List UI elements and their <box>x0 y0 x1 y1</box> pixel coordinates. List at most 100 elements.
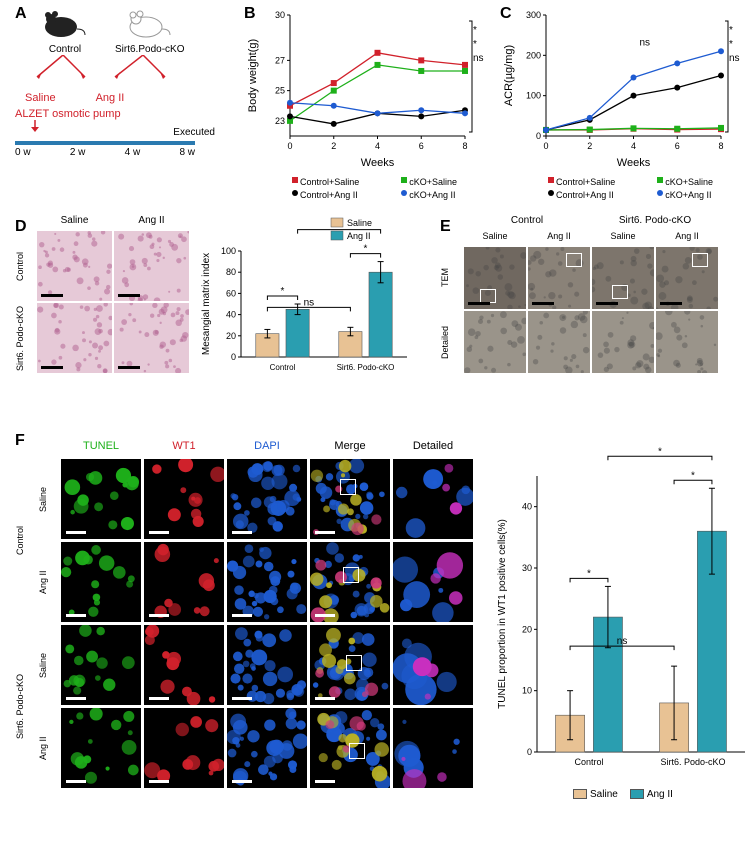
chart-c-svg: 010020030002468ACR(µg/mg)Weeks**nsns <box>500 5 745 170</box>
svg-text:20: 20 <box>522 624 532 634</box>
svg-text:Sirt6. Podo-cKO: Sirt6. Podo-cKO <box>337 363 395 372</box>
e-row-detailed: Detailed <box>440 311 462 373</box>
tick-2w: 2 w <box>70 147 86 158</box>
col-saline-d: Saline <box>37 215 112 229</box>
angii-label-a: Ang II <box>96 92 125 104</box>
svg-text:30: 30 <box>522 563 532 573</box>
svg-text:0: 0 <box>536 131 541 141</box>
legend-item: Control+Ang II <box>290 188 391 200</box>
svg-text:*: * <box>364 244 368 255</box>
svg-text:2: 2 <box>587 141 592 151</box>
svg-text:Mesangial matrix index: Mesangial matrix index <box>201 253 212 355</box>
fluor-grid: TUNELWT1DAPIMergeDetailedControlSalineAn… <box>15 440 473 800</box>
svg-text:200: 200 <box>526 50 541 60</box>
panel-a-arrows <box>15 55 215 87</box>
fluor-cell-1-4 <box>393 542 473 622</box>
fluor-cell-2-1 <box>144 625 224 705</box>
legend-item: Control+Ang II <box>546 188 647 200</box>
svg-text:*: * <box>587 568 591 579</box>
svg-text:27: 27 <box>275 55 285 65</box>
svg-text:80: 80 <box>226 267 236 277</box>
svg-text:100: 100 <box>221 246 236 256</box>
svg-text:Saline: Saline <box>347 218 372 228</box>
svg-text:0: 0 <box>527 747 532 757</box>
legend-f: SalineAng II <box>493 789 753 800</box>
svg-text:Control: Control <box>270 363 296 372</box>
svg-text:*: * <box>473 25 477 36</box>
svg-text:Weeks: Weeks <box>617 157 651 169</box>
e-row-tem: TEM <box>440 247 462 309</box>
svg-text:0: 0 <box>287 141 292 151</box>
fluor-cell-3-1 <box>144 708 224 788</box>
fluor-row-3: Ang II <box>38 708 58 788</box>
tick-4w: 4 w <box>125 147 141 158</box>
svg-text:ns: ns <box>640 38 651 49</box>
svg-text:ns: ns <box>617 636 628 647</box>
chart-d-svg: 020406080100Mesangial matrix indexContro… <box>197 215 415 385</box>
em-d-3 <box>656 311 718 373</box>
svg-text:60: 60 <box>226 288 236 298</box>
mouse-white-icon <box>126 5 174 39</box>
fluor-row-2: Saline <box>38 625 58 705</box>
svg-text:*: * <box>473 39 477 50</box>
em-cell-1 <box>528 247 590 309</box>
fluor-cell-1-1 <box>144 542 224 622</box>
e-sub-0: Saline <box>464 231 526 245</box>
svg-text:ACR(µg/mg): ACR(µg/mg) <box>503 45 515 106</box>
mouse-control-label: Control <box>41 44 89 55</box>
svg-text:*: * <box>729 25 733 36</box>
legend-item: cKO+Saline <box>399 175 489 187</box>
fluor-group-1: Sirt6. Podo-cKO <box>15 625 35 788</box>
row-control-d: Control <box>15 231 35 301</box>
svg-text:100: 100 <box>526 91 541 101</box>
svg-text:TUNEL proportion in WT1 positi: TUNEL proportion in WT1 positive cells(%… <box>497 519 508 709</box>
panel-c: 010020030002468ACR(µg/mg)Weeks**nsns Con… <box>500 5 745 205</box>
fluor-cell-3-2 <box>227 708 307 788</box>
fluor-cell-0-2 <box>227 459 307 539</box>
chart-f-svg: 010203040TUNEL proportion in WT1 positiv… <box>493 440 753 780</box>
legend-c: Control+SalinecKO+SalineControl+Ang IIcK… <box>546 175 745 200</box>
fluor-col-4: Detailed <box>393 440 473 456</box>
svg-text:6: 6 <box>675 141 680 151</box>
fluor-col-2: DAPI <box>227 440 307 456</box>
mouse-cko-label: Sirt6.Podo-cKO <box>115 44 184 55</box>
fluor-cell-0-4 <box>393 459 473 539</box>
histo-control-angii <box>114 231 189 301</box>
svg-text:300: 300 <box>526 10 541 20</box>
svg-text:Sirt6. Podo-cKO: Sirt6. Podo-cKO <box>660 757 725 767</box>
down-arrow-icon <box>15 120 55 134</box>
row-cko-d: Sirt6. Podo-cKO <box>15 303 35 373</box>
svg-text:23: 23 <box>275 116 285 126</box>
panel-e: Control Sirt6. Podo-cKO Saline Ang II Sa… <box>440 215 740 395</box>
legend-item: cKO+Ang II <box>655 188 745 200</box>
fluor-col-3: Merge <box>310 440 390 456</box>
timeline-labels: 0 w 2 w 4 w 8 w <box>15 147 195 158</box>
em-d-2 <box>592 311 654 373</box>
fluor-cell-3-3 <box>310 708 390 788</box>
svg-text:0: 0 <box>543 141 548 151</box>
histo-cko-saline <box>37 303 112 373</box>
em-d-1 <box>528 311 590 373</box>
fluor-cell-1-3 <box>310 542 390 622</box>
svg-text:4: 4 <box>375 141 380 151</box>
svg-text:30: 30 <box>275 10 285 20</box>
legend-item: cKO+Saline <box>655 175 745 187</box>
svg-text:8: 8 <box>462 141 467 151</box>
fluor-cell-3-0 <box>61 708 141 788</box>
fluor-col-0: TUNEL <box>61 440 141 456</box>
histo-control-saline <box>37 231 112 301</box>
tick-8w: 8 w <box>179 147 195 158</box>
em-cell-2 <box>592 247 654 309</box>
fluor-cell-2-4 <box>393 625 473 705</box>
panel-b: 2325273002468Body weight(g)Weeks**ns Con… <box>244 5 489 205</box>
svg-text:40: 40 <box>226 310 236 320</box>
legend-b: Control+SalinecKO+SalineControl+Ang IIcK… <box>290 175 489 200</box>
svg-text:Control: Control <box>574 757 603 767</box>
fluor-group-0: Control <box>15 459 35 622</box>
svg-text:*: * <box>729 39 733 50</box>
svg-text:ns: ns <box>473 53 484 64</box>
em-cell-0 <box>464 247 526 309</box>
svg-text:40: 40 <box>522 502 532 512</box>
fluor-cell-2-0 <box>61 625 141 705</box>
svg-text:0: 0 <box>231 352 236 362</box>
